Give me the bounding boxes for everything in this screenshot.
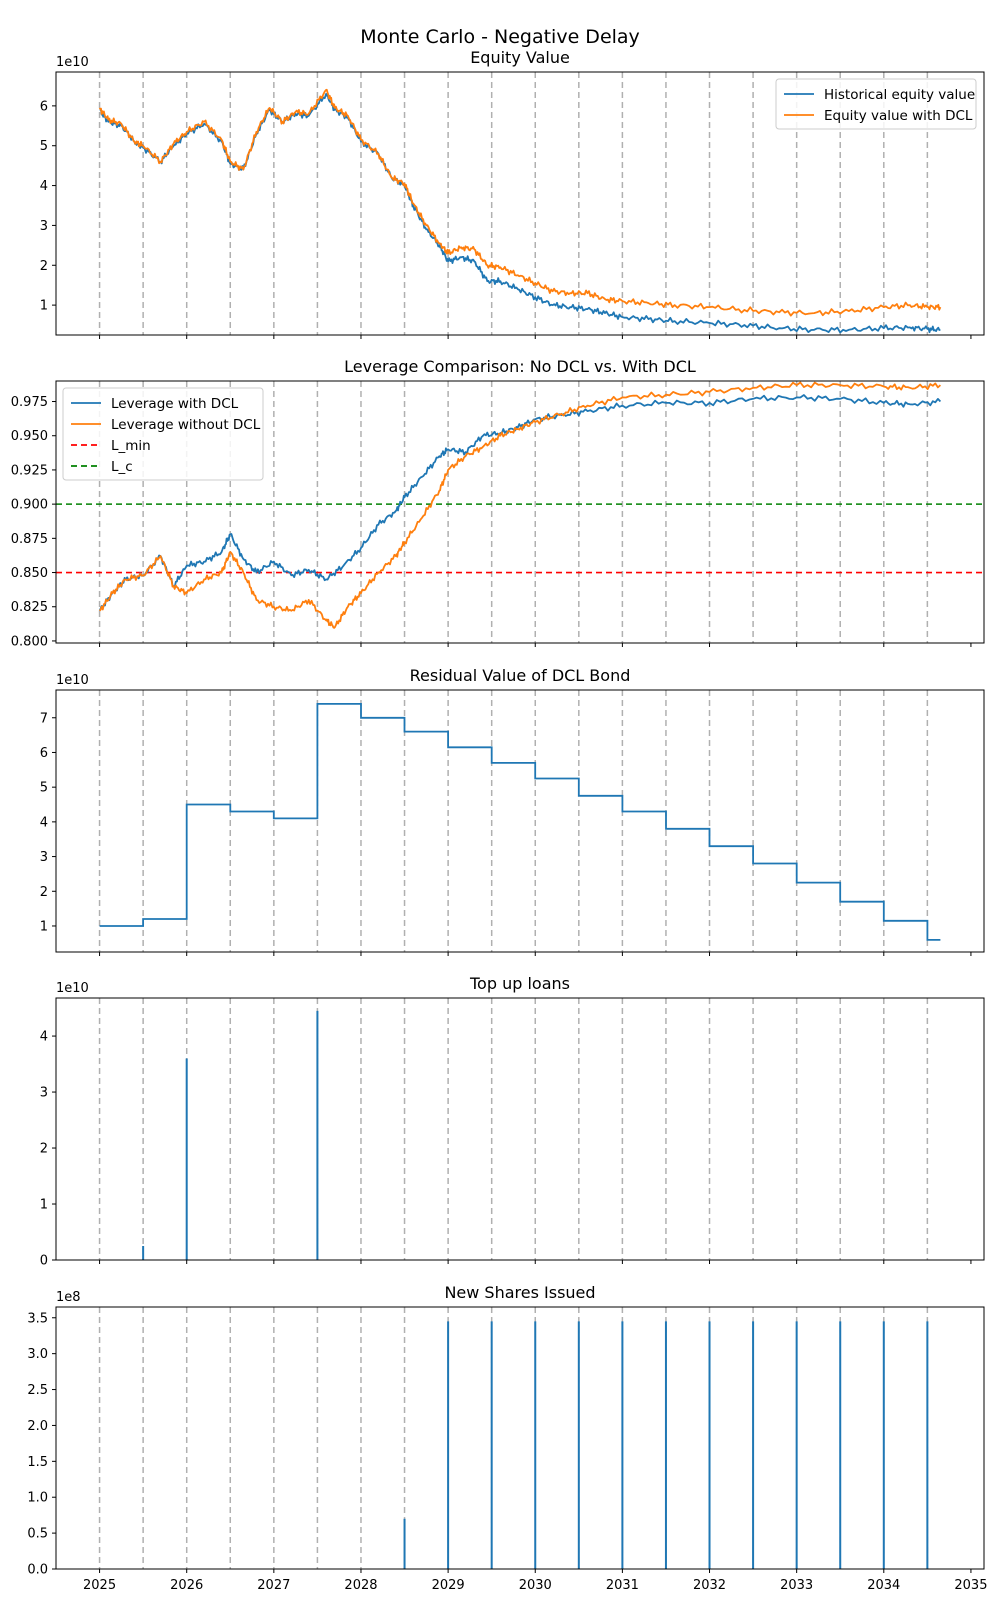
axis-offset-label: 1e10	[56, 673, 89, 688]
plot-frame	[55, 997, 985, 1261]
y-tick-label: 2.5	[27, 1383, 48, 1398]
event-lines	[98, 998, 929, 1260]
axis-offset-label: 1e10	[56, 981, 89, 996]
y-tick-label: 4	[40, 179, 48, 194]
figure-suptitle: Monte Carlo - Negative Delay	[360, 26, 640, 48]
series-group	[142, 1010, 319, 1260]
legend-box	[62, 387, 264, 481]
y-tick-label: 3	[40, 850, 48, 865]
y-tick-label: 4	[40, 1030, 48, 1045]
y-tick-label: 6	[40, 746, 48, 761]
series-leverage-2	[98, 381, 942, 629]
legend-label: Equity value with DCL	[824, 108, 973, 124]
panel-equity: 1 2 3 4 5 6 Equity Value 1e10 Historical equity …	[40, 48, 985, 339]
y-tick-label: 0.0	[27, 1563, 48, 1578]
legend: Historical equity value Equity value with…	[775, 78, 977, 130]
y-tick-label: 1	[40, 1198, 48, 1213]
panel-title: Leverage Comparison: No DCL vs. With DCL	[344, 357, 696, 376]
legend-label: Historical equity value	[824, 87, 975, 103]
series-equity-2	[98, 88, 942, 317]
plot-frame	[55, 689, 985, 953]
y-tick-label: 0.825	[11, 600, 48, 615]
panel-title: New Shares Issued	[444, 1283, 595, 1302]
plot-frame	[55, 71, 985, 336]
x-tick-label: 2025	[83, 1578, 116, 1593]
series-group	[403, 1321, 929, 1569]
legend-label: Leverage with DCL	[111, 396, 239, 412]
y-tick-label: 6	[40, 99, 48, 114]
x-tick-label: 2027	[257, 1578, 290, 1593]
x-tick-label: 2031	[606, 1578, 639, 1593]
x-tick-label: 2033	[780, 1578, 813, 1593]
x-tick-label: 2029	[432, 1578, 465, 1593]
y-tick-label: 0	[40, 1254, 48, 1269]
y-tick-label: 3	[40, 219, 48, 234]
y-tick-label: 2	[40, 1142, 48, 1157]
plot-frame	[55, 1306, 985, 1570]
series-group	[98, 88, 942, 334]
series-group	[98, 381, 942, 629]
y-tick-label: 4	[40, 815, 48, 830]
y-tick-label: 0.5	[27, 1527, 48, 1542]
y-tick-label: 0.950	[11, 429, 48, 444]
y-tick-label: 2	[40, 885, 48, 900]
panel-leverage: 0.800 0.825 0.850 0.875 0.900 0.925 0.950 0.975…	[11, 357, 985, 649]
series-leverage-1	[98, 394, 942, 612]
y-tick-label: 1	[40, 919, 48, 934]
panel-shares: 0.0 0.5 1.0 1.5 2.0 2.5 3.0 3.5 2025 2026 2027 2028…	[27, 1283, 987, 1593]
panel-residual: 1 2 3 4 5 6 7 Residual Value of DCL Bond 1e10	[40, 666, 985, 956]
legend-label: L_min	[111, 438, 151, 454]
y-tick-label: 3	[40, 1086, 48, 1101]
y-tick-label: 2	[40, 259, 48, 274]
legend-label: L_c	[111, 459, 133, 475]
y-tick-label: 0.850	[11, 566, 48, 581]
y-tick-label: 0.800	[11, 634, 48, 649]
y-tick-label: 5	[40, 781, 48, 796]
legend-box	[775, 78, 977, 130]
y-tick-label: 0.900	[11, 498, 48, 513]
y-tick-label: 3.0	[27, 1347, 48, 1362]
series-residual-1	[99, 703, 941, 941]
y-tick-label: 5	[40, 139, 48, 154]
series-group	[99, 703, 941, 941]
x-tick-label: 2032	[693, 1578, 726, 1593]
plot-frame	[55, 380, 985, 644]
y-tick-label: 0.975	[11, 395, 48, 410]
x-tick-label: 2028	[344, 1578, 377, 1593]
axis-offset-label: 1e8	[56, 1290, 81, 1305]
axis-offset-label: 1e10	[56, 55, 89, 70]
event-lines	[98, 690, 929, 952]
y-tick-label: 1.0	[27, 1491, 48, 1506]
panel-title: Residual Value of DCL Bond	[410, 666, 631, 685]
x-tick-label: 2034	[867, 1578, 900, 1593]
y-tick-label: 7	[40, 711, 48, 726]
panel-title: Top up loans	[469, 974, 570, 993]
x-tick-label: 2026	[170, 1578, 203, 1593]
x-tick-label: 2035	[954, 1578, 987, 1593]
y-tick-label: 1.5	[27, 1455, 48, 1470]
panel-topup: 0 1 2 3 4 Top up loans 1e10	[40, 974, 985, 1269]
legend-label: Leverage without DCL	[111, 417, 261, 433]
y-tick-label: 0.875	[11, 532, 48, 547]
x-tick-label: 2030	[519, 1578, 552, 1593]
event-lines	[98, 1307, 929, 1569]
series-equity-1	[99, 93, 941, 334]
legend: Leverage with DCL Leverage without DCL L_m…	[62, 387, 264, 481]
y-tick-label: 3.5	[27, 1311, 48, 1326]
panel-title: Equity Value	[470, 48, 570, 67]
y-tick-label: 0.925	[11, 463, 48, 478]
y-tick-label: 2.0	[27, 1419, 48, 1434]
y-tick-label: 1	[40, 299, 48, 314]
